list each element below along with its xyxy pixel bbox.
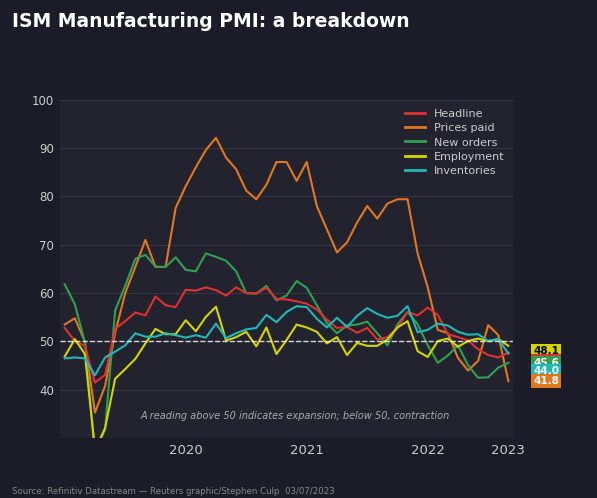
Text: 46.0: 46.0 (533, 356, 559, 366)
Text: 45.6: 45.6 (533, 358, 559, 368)
Text: 41.8: 41.8 (533, 376, 559, 386)
Legend: Headline, Prices paid, New orders, Employment, Inventories: Headline, Prices paid, New orders, Emplo… (402, 105, 508, 180)
Text: ISM Manufacturing PMI: a breakdown: ISM Manufacturing PMI: a breakdown (12, 12, 410, 31)
Text: A reading above 50 indicates expansion; below 50, contraction: A reading above 50 indicates expansion; … (141, 411, 450, 421)
Text: 48.1: 48.1 (533, 346, 559, 356)
Text: Source: Refinitiv Datastream — Reuters graphic/Stephen Culp  03/07/2023: Source: Refinitiv Datastream — Reuters g… (12, 487, 335, 496)
Text: 44.0: 44.0 (533, 366, 559, 375)
